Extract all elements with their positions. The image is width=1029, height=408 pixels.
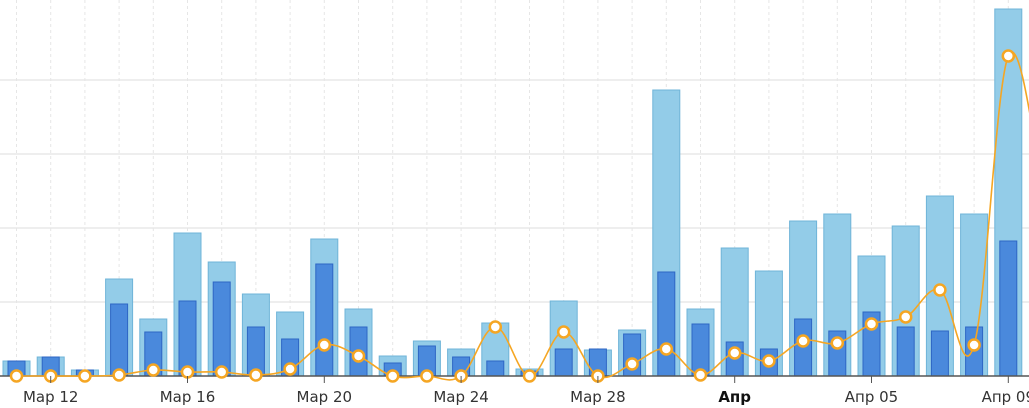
bar-dark xyxy=(999,240,1018,377)
bar-dark xyxy=(212,281,231,377)
bar-dark xyxy=(178,300,197,377)
line-point xyxy=(967,338,981,352)
line-point xyxy=(214,365,229,379)
bar-dark xyxy=(896,326,915,377)
line-point xyxy=(283,362,297,376)
line-point xyxy=(864,317,879,331)
bar-dark xyxy=(315,263,334,377)
x-tick-label: Апр 05 xyxy=(845,388,898,406)
bar-dark xyxy=(930,330,949,377)
line-point xyxy=(796,334,810,348)
line-point xyxy=(1001,49,1016,63)
line-point xyxy=(488,320,503,334)
line-point xyxy=(762,354,776,368)
line-point xyxy=(317,338,332,352)
x-tick-label: Мар 12 xyxy=(23,388,79,406)
line-point xyxy=(420,369,434,383)
bar-dark xyxy=(657,271,676,377)
line-point xyxy=(693,368,708,382)
line-point xyxy=(385,369,400,383)
line-point xyxy=(933,283,947,297)
line-point xyxy=(898,310,913,324)
x-tick-label: Апр xyxy=(718,388,751,406)
line-point xyxy=(249,368,263,382)
x-tick-label: Мар 16 xyxy=(160,388,216,406)
bar-dark xyxy=(486,360,505,377)
bar-dark xyxy=(110,303,129,377)
line-point xyxy=(78,369,92,383)
line-point xyxy=(180,365,195,379)
series-line xyxy=(9,49,1029,383)
x-tick-label: Апр 09 xyxy=(982,388,1029,406)
line-point xyxy=(625,357,639,371)
line-point xyxy=(727,346,742,360)
x-axis-ticks: Мар 12 Мар 16 Мар 20 Мар 24 Мар 28 Апр Апр 05 А… xyxy=(23,376,1029,406)
line-point xyxy=(9,369,24,383)
line-point xyxy=(146,363,161,377)
line-point xyxy=(351,349,366,363)
bar-dark xyxy=(691,323,710,377)
bar-dark xyxy=(554,348,573,377)
x-tick-label: Мар 24 xyxy=(433,388,489,406)
x-tick-label: Мар 28 xyxy=(570,388,626,406)
line-point xyxy=(830,336,845,350)
line-point xyxy=(112,368,126,382)
line-point xyxy=(522,369,537,383)
line-point xyxy=(556,325,571,339)
x-tick-label: Мар 20 xyxy=(297,388,353,406)
line-point xyxy=(659,342,674,356)
